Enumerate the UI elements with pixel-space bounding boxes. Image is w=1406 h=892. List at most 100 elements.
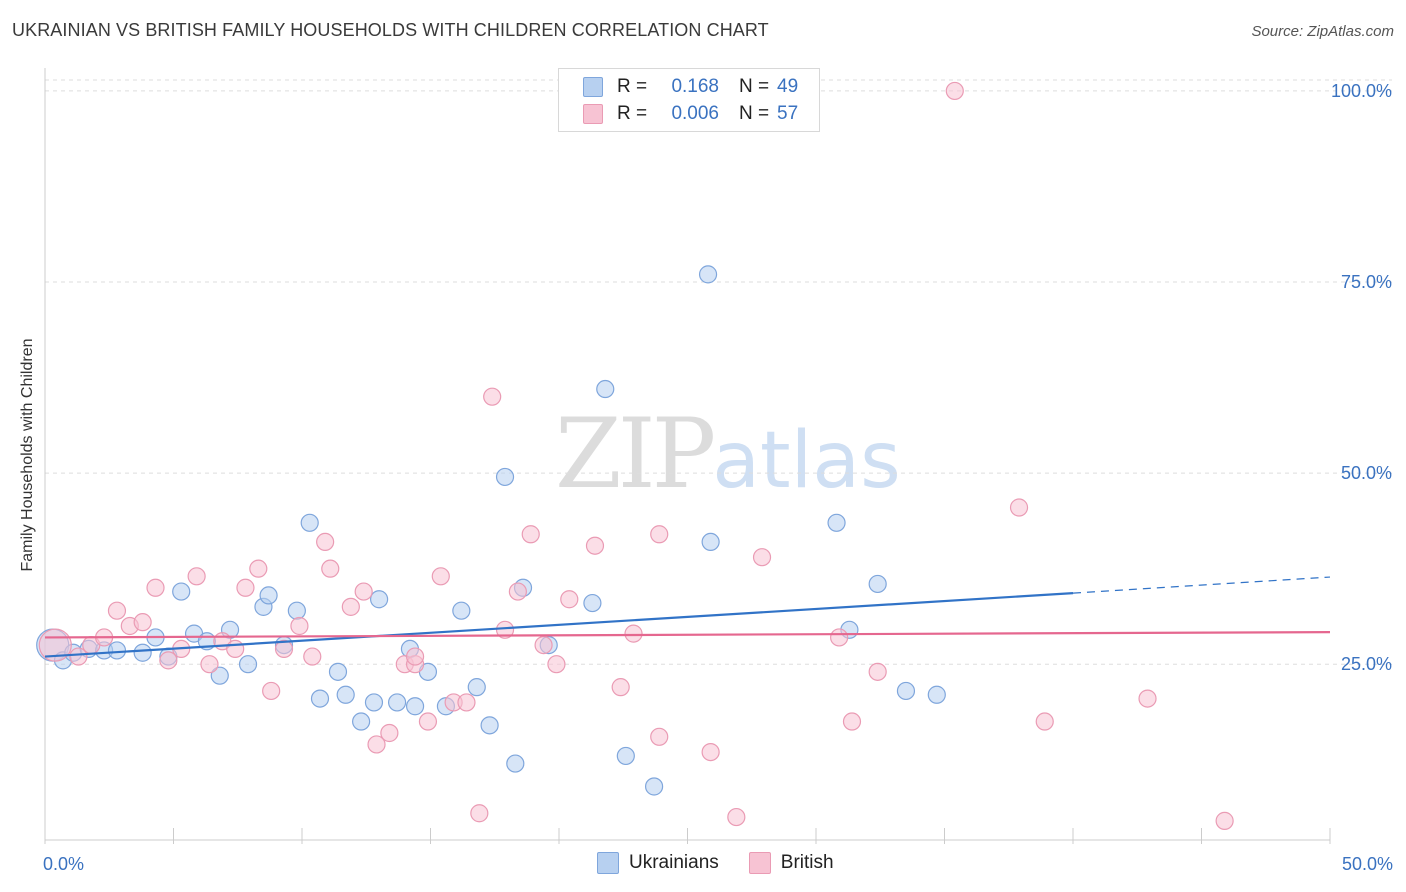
british-point xyxy=(69,647,88,666)
british-point xyxy=(547,655,566,674)
british-point xyxy=(405,647,425,666)
ukrainians-point xyxy=(352,712,371,731)
british-point xyxy=(274,639,294,659)
ukrainians-point xyxy=(364,693,384,712)
ukrainians-point xyxy=(583,593,602,613)
legend-row-ukrainians: R = 0.168 N = 49 xyxy=(583,75,798,99)
ukrainians-point xyxy=(387,693,407,712)
british-point xyxy=(431,567,450,586)
british-trend-line xyxy=(44,630,1331,639)
x-tick-label: 50.0% xyxy=(1342,854,1393,874)
british-point xyxy=(1035,712,1054,731)
british-point xyxy=(303,647,322,666)
legend-r-value: 0.006 xyxy=(671,103,719,124)
british-point xyxy=(701,742,720,762)
blue-swatch-icon xyxy=(597,852,619,874)
y-tick-label: 50.0% xyxy=(1341,463,1392,483)
british-point xyxy=(200,655,219,674)
ukrainians-point xyxy=(300,513,319,532)
legend-n-label: N = xyxy=(739,103,770,124)
ukrainians-point xyxy=(210,666,229,685)
ukrainians-point xyxy=(644,777,664,796)
british-point xyxy=(290,616,309,636)
british-point xyxy=(650,525,669,544)
british-point xyxy=(945,81,964,101)
british-point xyxy=(133,613,152,632)
ukrainians-point xyxy=(107,641,127,660)
british-point xyxy=(1138,689,1157,708)
ukrainians-point xyxy=(336,685,355,704)
ukrainians-point xyxy=(480,716,499,735)
british-point xyxy=(367,735,386,754)
british-point xyxy=(107,601,127,620)
british-point xyxy=(316,532,335,552)
british-point xyxy=(321,559,340,578)
british-point xyxy=(262,681,281,701)
british-point xyxy=(830,628,849,647)
british-point xyxy=(1215,811,1234,830)
legend-n-value: 57 xyxy=(777,103,799,124)
ukrainians-point xyxy=(259,586,278,605)
british-point xyxy=(842,712,862,731)
british-point xyxy=(560,590,579,609)
ukrainians-point xyxy=(927,685,946,704)
legend-r-label: R = xyxy=(617,103,648,124)
british-point xyxy=(624,624,643,643)
blue-swatch-icon xyxy=(583,77,603,97)
pink-swatch-icon xyxy=(748,852,771,874)
british-point xyxy=(418,712,438,731)
legend-label-british: British xyxy=(780,852,834,873)
ukrainians-point xyxy=(868,574,887,594)
ukrainians-point xyxy=(172,582,191,601)
british-point xyxy=(752,548,772,567)
legend-item-ukrainians: Ukrainians xyxy=(597,852,719,874)
british-point xyxy=(226,639,245,659)
british-point xyxy=(534,635,553,655)
ukrainians-point xyxy=(133,643,152,662)
ukrainians-point xyxy=(328,662,348,681)
legend-item-british: British xyxy=(748,852,834,874)
series-legend: Ukrainians British xyxy=(597,852,864,874)
british-point xyxy=(868,662,887,681)
ukrainians-point xyxy=(405,697,425,716)
ukrainians-point xyxy=(467,678,486,697)
british-point xyxy=(521,525,540,544)
ukrainians-point xyxy=(370,590,389,609)
british-point xyxy=(146,578,165,597)
british-point xyxy=(483,387,502,406)
ukrainians-point xyxy=(827,513,846,532)
british-point xyxy=(1009,498,1029,517)
british-point xyxy=(495,620,515,639)
british-point xyxy=(249,559,268,578)
y-tick-label: 100.0% xyxy=(1331,81,1392,101)
pink-swatch-icon xyxy=(583,104,603,124)
ukrainians-point xyxy=(616,746,635,766)
british-point xyxy=(611,678,630,697)
legend-r-value: 0.168 xyxy=(671,76,719,97)
british-point xyxy=(159,651,178,670)
british-point xyxy=(380,723,399,743)
british-point xyxy=(457,693,476,712)
ukrainians-point xyxy=(310,689,330,708)
y-tick-label: 25.0% xyxy=(1341,654,1392,674)
source-label: Source: ZipAtlas.com xyxy=(1251,23,1394,40)
british-point xyxy=(187,567,206,586)
x-tick-label: 0.0% xyxy=(43,854,84,874)
ukrainians-point xyxy=(238,655,258,674)
ukrainians-point xyxy=(698,265,718,284)
legend-row-british: R = 0.006 N = 57 xyxy=(583,102,798,126)
ukrainians-point xyxy=(596,379,615,399)
ukrainians-point xyxy=(896,681,916,701)
legend-n-value: 49 xyxy=(777,76,799,97)
legend-n-label: N = xyxy=(739,76,770,97)
ukrainians-point xyxy=(701,532,720,552)
ukrainians-point xyxy=(495,467,515,487)
british-point xyxy=(341,597,360,616)
british-point xyxy=(354,582,373,601)
ukrainians-trend-extension xyxy=(1072,576,1331,594)
stats-legend: R = 0.168 N = 49 R = 0.006 N = 57 xyxy=(558,68,820,132)
british-point xyxy=(470,804,489,823)
ukrainians-point xyxy=(452,601,471,620)
british-point xyxy=(508,582,527,601)
